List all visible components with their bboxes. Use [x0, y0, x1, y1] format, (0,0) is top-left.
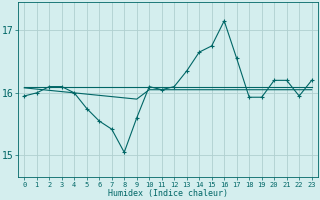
X-axis label: Humidex (Indice chaleur): Humidex (Indice chaleur)	[108, 189, 228, 198]
